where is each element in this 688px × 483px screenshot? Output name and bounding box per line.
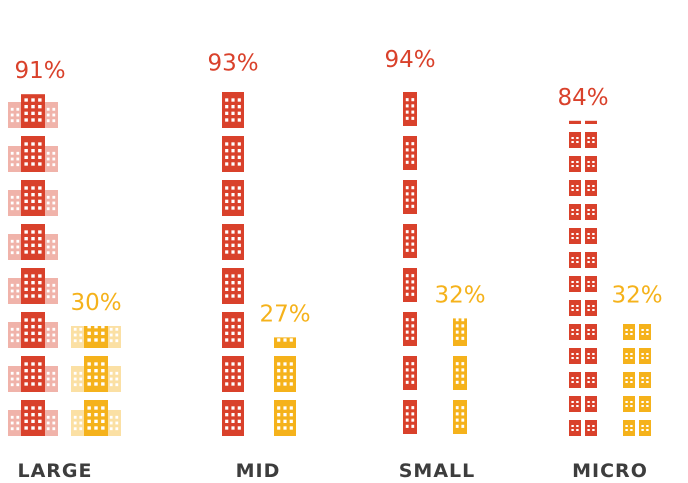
value-label: 84% [557, 85, 608, 111]
category-label: MICRO [572, 460, 648, 482]
value-label: 91% [14, 58, 65, 84]
icon-bar [222, 86, 244, 440]
value-label: 30% [70, 290, 121, 316]
value-label: 32% [611, 282, 662, 308]
category-label: SMALL [399, 460, 476, 482]
icon-bar [8, 94, 58, 440]
icon-bar [71, 326, 121, 440]
category-label: LARGE [17, 460, 92, 482]
icon-bar [274, 337, 296, 440]
value-label: 93% [207, 51, 258, 77]
icon-bar [451, 318, 469, 440]
icon-bar [401, 82, 419, 441]
value-label: 27% [259, 301, 310, 327]
value-label: 94% [384, 47, 435, 73]
icon-bar [620, 318, 654, 440]
category-label: MID [236, 460, 281, 482]
icon-bar [566, 120, 600, 441]
value-label: 32% [434, 282, 485, 308]
